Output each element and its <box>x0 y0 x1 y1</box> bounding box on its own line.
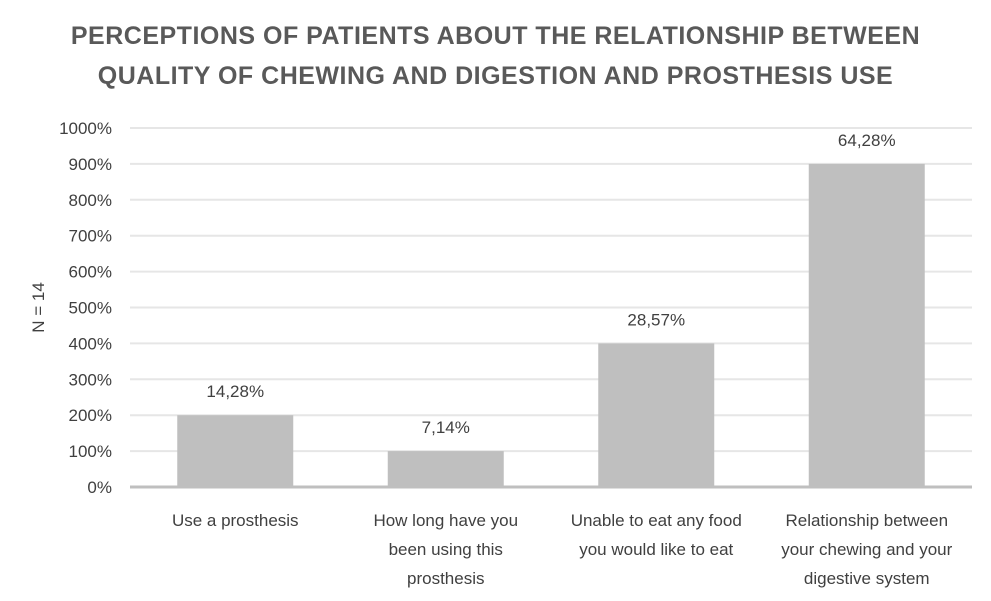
bar <box>177 415 294 487</box>
y-axis-title: N = 14 <box>29 282 48 333</box>
x-tick-label: How long have you been using this prosthes… <box>373 511 518 588</box>
y-tick-label: 200% <box>69 406 112 425</box>
data-label: 64,28% <box>838 131 896 150</box>
data-label: 7,14% <box>422 418 470 437</box>
x-tick-label-line: been using this <box>389 540 503 559</box>
y-tick-label: 600% <box>69 263 112 282</box>
bar <box>598 343 715 487</box>
x-tick-label-line: Use a prosthesis <box>172 511 299 530</box>
y-tick-label: 300% <box>69 370 112 389</box>
data-label: 14,28% <box>206 382 264 401</box>
x-tick-label-line: prosthesis <box>407 569 484 588</box>
x-tick-label-line: How long have you <box>373 511 518 530</box>
bar <box>387 451 504 487</box>
x-tick-label-line: your chewing and your <box>781 540 952 559</box>
chart-title-line-1: PERCEPTIONS OF PATIENTS ABOUT THE RELATI… <box>70 22 921 50</box>
x-tick-label-line: you would like to eat <box>579 540 733 559</box>
y-tick-label: 400% <box>69 334 112 353</box>
y-tick-label: 900% <box>69 155 112 174</box>
y-tick-label: 0% <box>87 478 112 497</box>
y-tick-label: 800% <box>69 191 112 210</box>
y-tick-label: 100% <box>69 442 112 461</box>
y-tick-label: 500% <box>69 299 112 318</box>
chart-title-line-2: QUALITY OF CHEWING AND DIGESTION AND PRO… <box>97 62 894 90</box>
x-tick-label-line: Unable to eat any food <box>571 511 742 530</box>
x-tick-label-line: digestive system <box>804 569 930 588</box>
x-tick-label: Unable to eat any food you would like to … <box>571 511 742 559</box>
x-tick-label: Use a prosthesis <box>172 511 299 530</box>
bar <box>808 163 925 487</box>
y-tick-label: 1000% <box>59 119 112 138</box>
y-tick-label: 700% <box>69 227 112 246</box>
x-tick-label-line: Relationship between <box>785 511 948 530</box>
x-tick-label: Relationship between your chewing and you… <box>781 511 952 588</box>
data-label: 28,57% <box>627 310 685 329</box>
